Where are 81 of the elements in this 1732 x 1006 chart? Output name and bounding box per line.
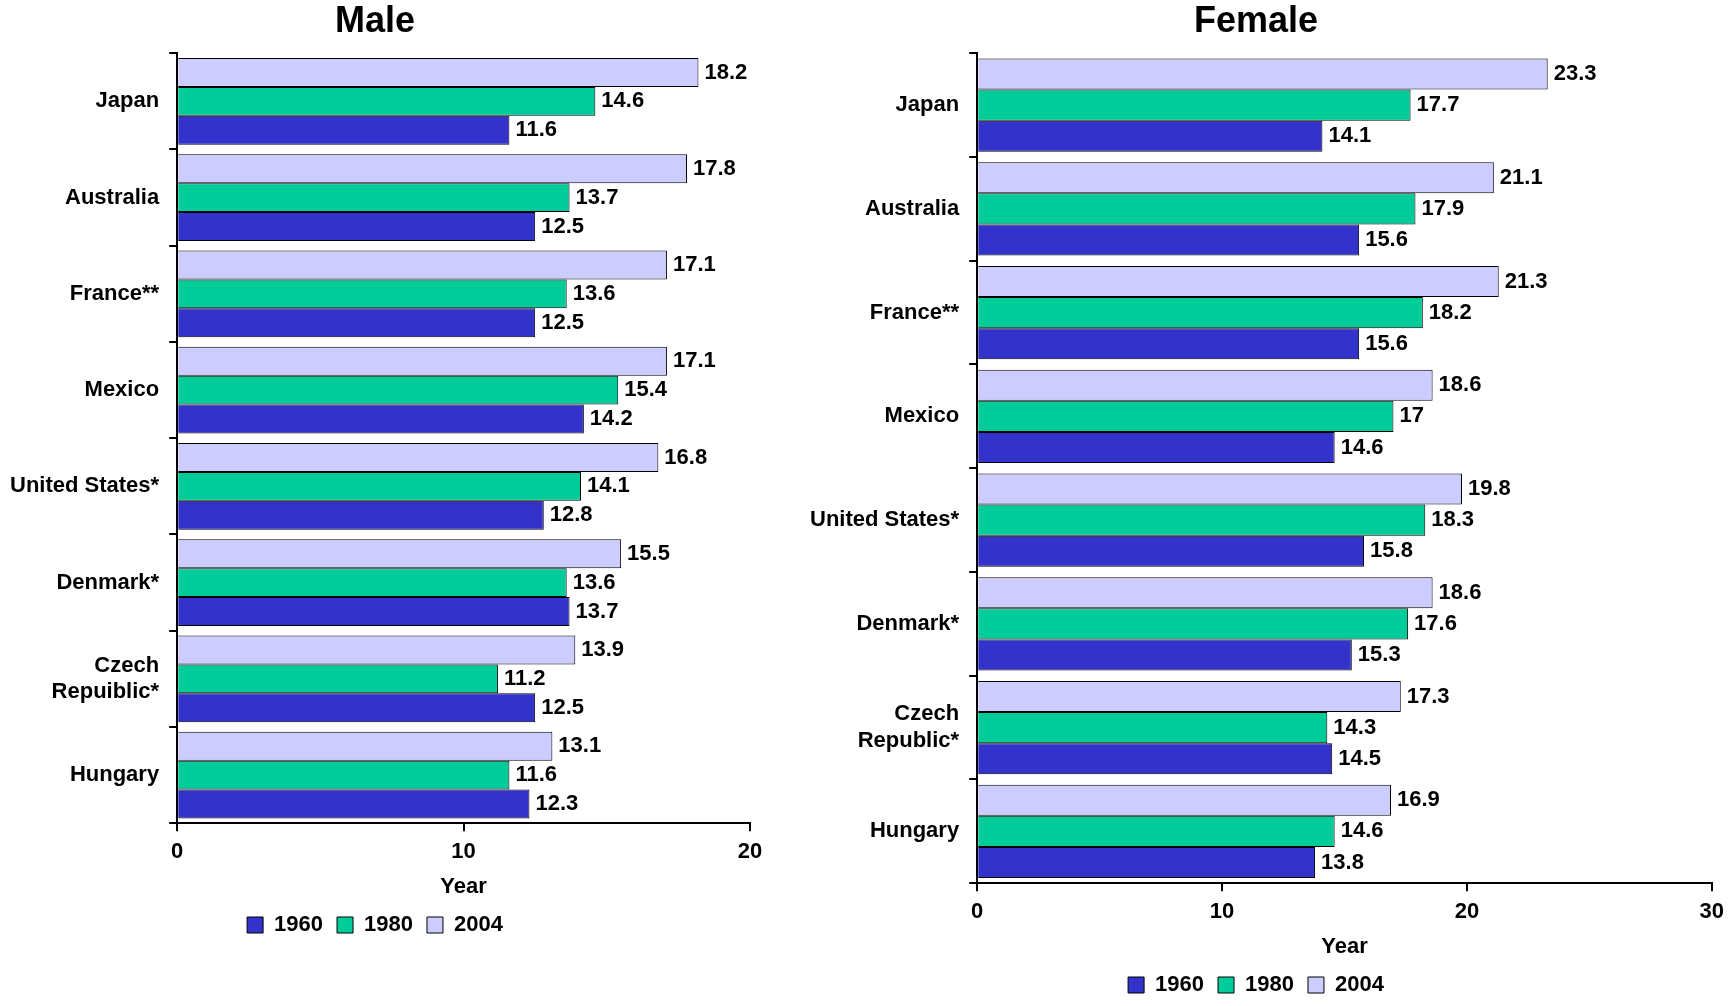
x-tick-label: 10 (451, 838, 476, 864)
chart-title: Female (1193, 0, 1319, 40)
data-label: 14.3 (1333, 713, 1377, 739)
data-label: 14.1 (587, 472, 630, 498)
y-tick-label: France** (69, 279, 160, 305)
data-label: 11.6 (515, 116, 558, 142)
data-label: 15.5 (627, 539, 670, 565)
data-label: 18.2 (1428, 298, 1472, 324)
data-label: 17 (1399, 402, 1424, 428)
chart-title: Male (334, 0, 416, 40)
legend-label: 1980 (364, 911, 413, 937)
data-label: 17.9 (1421, 194, 1465, 220)
y-tick-label: Australia (64, 183, 160, 209)
y-tick-label: Mexico (84, 376, 160, 402)
data-label: 14.6 (1340, 433, 1384, 459)
data-label: 21.3 (1504, 267, 1548, 293)
data-label: 16.8 (664, 443, 708, 469)
data-label: 18.3 (1431, 506, 1475, 532)
data-label: 15.3 (1357, 641, 1401, 667)
data-label: 14.2 (589, 405, 633, 431)
data-label: 17.6 (1414, 609, 1457, 635)
x-axis-title: Year (440, 872, 488, 898)
legend-label: 1960 (274, 911, 324, 937)
y-tick-label: Japan (95, 87, 160, 113)
y-tick-label: Denmark* (856, 609, 960, 635)
y-tick-label: Japan (895, 91, 960, 117)
data-label: 11.6 (515, 761, 558, 787)
y-tick-label: Czech Repuiblic* (51, 651, 160, 704)
data-label: 18.6 (1438, 371, 1482, 397)
legend-label: 2004 (1334, 971, 1385, 997)
data-label: 17.1 (672, 251, 716, 277)
data-label: 12.5 (541, 693, 585, 719)
data-label: 13.8 (1321, 848, 1364, 874)
y-tick-label: Czech Republic* (857, 700, 960, 752)
y-tick-label: United States* (9, 472, 160, 498)
x-axis-title: Year (1321, 932, 1369, 958)
data-label: 15.6 (1365, 329, 1408, 355)
y-tick-label: United States* (809, 506, 960, 532)
y-tick-label: Hungary (869, 817, 960, 843)
legend-label: 1980 (1245, 971, 1294, 997)
x-tick-label: 0 (971, 898, 984, 924)
y-tick-label: France** (869, 298, 960, 324)
y-tick-label: Hungary (69, 761, 160, 787)
y-tick-label: Denmark* (56, 568, 160, 594)
data-label: 13.6 (572, 568, 616, 594)
x-tick-label: 30 (1699, 898, 1725, 924)
x-tick-label: 20 (1454, 898, 1480, 924)
x-tick-label: 10 (1209, 898, 1235, 924)
data-label: 18.2 (704, 58, 748, 84)
legend-label: 2004 (453, 911, 504, 937)
data-label: 13.7 (575, 597, 619, 623)
data-label: 12.5 (541, 212, 585, 238)
legend-label: 1960 (1155, 971, 1205, 997)
data-label: 14.6 (601, 87, 645, 113)
y-tick-label: Australia (864, 194, 960, 220)
data-label: 12.8 (549, 501, 593, 527)
data-label: 17.3 (1406, 682, 1450, 708)
data-label: 13.9 (581, 636, 625, 662)
data-label: 19.8 (1467, 475, 1511, 501)
data-label: 13.1 (558, 732, 602, 758)
data-label: 18.6 (1438, 578, 1482, 604)
data-label: 12.5 (541, 308, 585, 334)
data-label: 17.8 (692, 154, 736, 180)
data-label: 23.3 (1553, 60, 1597, 86)
data-label: 21.1 (1499, 163, 1543, 189)
data-label: 13.7 (575, 183, 619, 209)
data-label: 16.9 (1396, 786, 1440, 812)
data-label: 14.6 (1340, 817, 1384, 843)
data-label: 11.2 (503, 664, 546, 690)
x-tick-label: 20 (737, 838, 763, 864)
data-label: 14.1 (1328, 122, 1372, 148)
x-tick-label: 0 (171, 838, 184, 864)
y-tick-label: Mexico (884, 402, 960, 428)
data-label: 12.3 (535, 790, 579, 816)
data-label: 17.1 (672, 347, 716, 373)
data-label: 15.6 (1365, 226, 1408, 252)
data-label: 15.8 (1370, 537, 1413, 563)
data-label: 17.7 (1416, 91, 1460, 117)
data-label: 13.6 (572, 279, 616, 305)
data-label: 15.4 (624, 376, 668, 402)
data-label: 14.5 (1338, 744, 1382, 770)
